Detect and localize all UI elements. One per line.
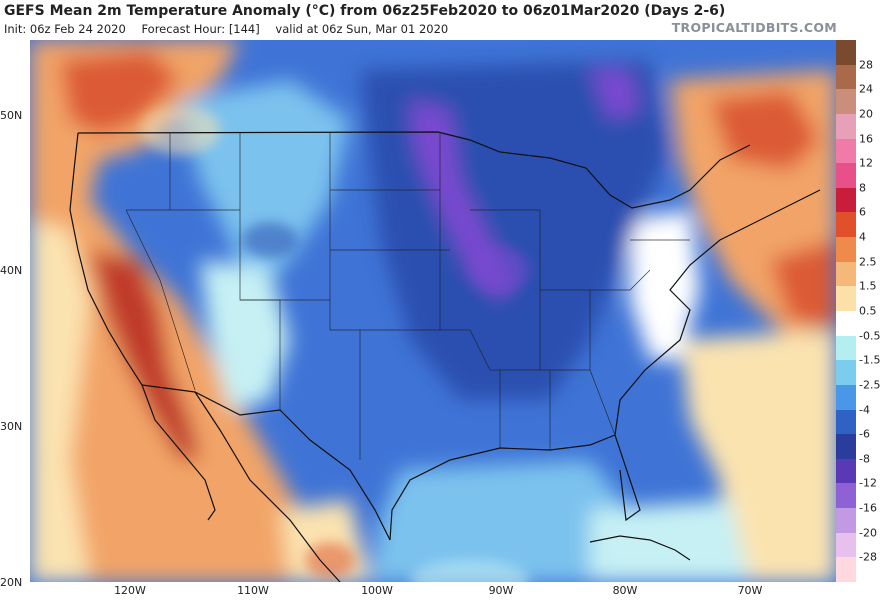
colorbar-swatch: [836, 434, 856, 460]
colorbar-swatch: [836, 458, 856, 484]
anomaly-shading: [30, 40, 836, 582]
colorbar-swatch: [836, 89, 856, 115]
hot-atlantic: [770, 240, 836, 330]
colorbar-label: -2.5: [859, 378, 881, 392]
lon-label-100w: 100W: [361, 584, 393, 597]
colorbar-label: -1.5: [859, 353, 881, 367]
state-line-i: [360, 329, 491, 371]
warm-region-west: [30, 40, 330, 582]
hot-northeast-core: [710, 90, 820, 170]
lat-label-50n: 50N: [0, 109, 23, 122]
colorbar-label: -6: [859, 427, 870, 441]
colorbar-swatch: [836, 335, 856, 361]
map-subtitle: Init: 06z Feb 24 2020 Forecast Hour: [14…: [4, 22, 460, 36]
mexico-west-coast: [194, 391, 341, 582]
state-lines: [125, 132, 690, 460]
colorbar-label: 1.5: [859, 279, 877, 293]
hot-north-west: [60, 50, 180, 135]
colorbar-label: 8: [859, 181, 866, 195]
anomaly-detail: [140, 105, 530, 582]
colorbar-swatch: [836, 409, 856, 435]
warm-pocket-mexico: [305, 542, 355, 578]
colorbar-label: -0.5: [859, 329, 881, 343]
colorbar-label: -20: [859, 526, 877, 540]
us-mexico-border: [141, 384, 391, 541]
colorbar-swatch: [836, 138, 856, 164]
colorbar-swatch: [836, 532, 856, 558]
pale-warm-atlantic: [680, 330, 836, 582]
baja-coast: [141, 384, 216, 521]
colorbar-label: -16: [859, 501, 877, 515]
colorbar-swatch: [836, 113, 856, 140]
colorbar-swatch: [836, 557, 856, 583]
light-blue-gulf: [370, 460, 650, 582]
colorbar-swatch: [836, 64, 856, 90]
pale-pocket-yucatan: [410, 560, 530, 582]
state-line-m: [540, 269, 651, 291]
lon-label-120w: 120W: [114, 584, 146, 597]
colorbar-swatch: [836, 311, 856, 337]
east-coast: [614, 189, 821, 436]
colorbar-label: -12: [859, 476, 877, 490]
lon-label-110w: 110W: [237, 584, 269, 597]
colorbar-label: 2.5: [859, 255, 877, 269]
colorbar-label: 4: [859, 230, 866, 244]
colorbar-label: -8: [859, 452, 870, 466]
state-line-b: [125, 209, 196, 391]
init-time: Init: 06z Feb 24 2020: [4, 22, 126, 36]
colorbar-swatch: [836, 261, 856, 287]
forecast-hour: Forecast Hour: [144]: [141, 22, 260, 36]
map-title: GEFS Mean 2m Temperature Anomaly (°C) fr…: [4, 3, 726, 19]
colorbar-label: 24: [859, 82, 873, 96]
state-line-k: [470, 209, 541, 370]
cold-pocket-iowa: [470, 246, 530, 294]
colorbar-label: 12: [859, 156, 873, 170]
colorbar-label: 0.5: [859, 304, 877, 318]
neutral-east-coast: [630, 210, 700, 360]
canada-us-border: [77, 131, 751, 209]
colorbar-swatch: [836, 237, 856, 263]
colorbar-label: 16: [859, 132, 873, 146]
state-line-e: [329, 133, 361, 460]
pale-cyan-caribbean: [590, 500, 750, 582]
lon-label-80w: 80W: [612, 584, 638, 597]
colorbar-swatch: [836, 286, 856, 312]
lon-label-90w: 90W: [488, 584, 514, 597]
hot-core-west: [90, 250, 200, 460]
anomaly-map: [30, 40, 836, 582]
colorbar-swatch: [836, 483, 856, 509]
lat-label-30n: 30N: [0, 420, 23, 433]
colorbar: [836, 40, 856, 583]
pale-warm-west: [30, 220, 90, 582]
colorbar-label: 6: [859, 205, 866, 219]
cold-pocket-rockies: [242, 222, 298, 258]
us-west-coast: [69, 132, 143, 386]
boundaries: [69, 131, 821, 582]
lon-label-70w: 70W: [737, 584, 763, 597]
colorbar-swatch: [836, 212, 856, 238]
cold-core-north: [590, 70, 640, 120]
colorbar-label: 20: [859, 107, 873, 121]
colorbar-label: 28: [859, 58, 873, 72]
lat-label-40n: 40N: [0, 264, 23, 277]
lat-label-20n: 20N: [0, 576, 23, 589]
colorbar-label: -28: [859, 550, 877, 564]
colorbar-swatch: [836, 40, 856, 66]
cool-northwest: [180, 80, 350, 300]
colorbar-swatch: [836, 384, 856, 411]
source-watermark: TROPICALTIDBITS.COM: [671, 20, 837, 35]
colorbar-swatch: [836, 360, 856, 386]
pale-cyan-southwest: [200, 260, 290, 410]
colorbar-swatch: [836, 508, 856, 534]
colorbar-label: -4: [859, 403, 870, 417]
cuba-outline: [589, 535, 691, 561]
mild-pocket-bc: [140, 105, 220, 155]
gulf-coast: [389, 434, 641, 541]
anomaly-field: [30, 40, 836, 582]
colorbar-swatch: [836, 187, 856, 213]
valid-time: valid at 06z Sun, Mar 01 2020: [275, 22, 449, 36]
colorbar-swatch: [836, 163, 856, 189]
